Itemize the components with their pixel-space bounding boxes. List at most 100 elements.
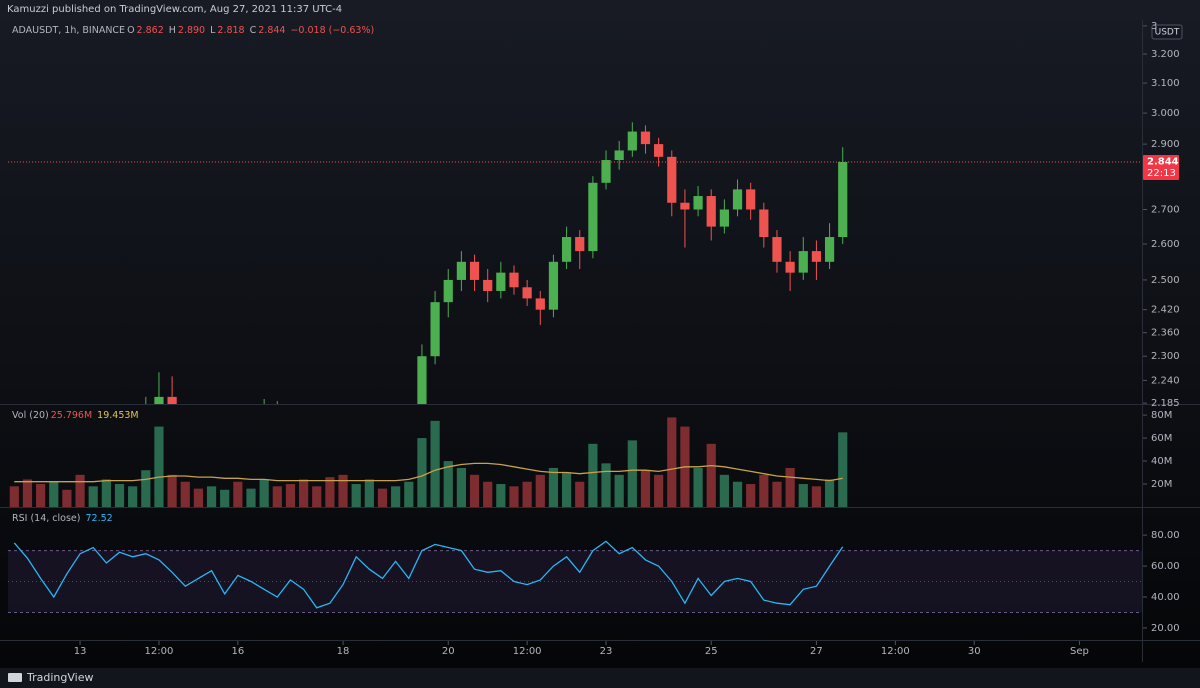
y-tick-label: 80M [1151,410,1172,421]
volume-bar [732,481,743,507]
volume-bar [404,481,414,507]
volume-ma-line [14,462,843,483]
y-tick-label: 20.00 [1151,623,1180,634]
last-price-box [1143,154,1179,180]
candle-body [575,237,585,252]
volume-bar [36,484,46,507]
volume-bar [785,467,795,507]
volume-bar [206,486,217,507]
bar-countdown: 22:13 [1147,168,1176,179]
volume-bar [522,481,532,507]
volume-bar [49,481,59,507]
pane-candlestick [145,122,848,404]
candle-body [693,196,703,210]
last-price-label: 2.844 [1147,156,1179,167]
candle-body [759,209,769,238]
rsi-value: 72.52 [85,513,113,524]
x-tick-label: 23 [600,646,613,657]
pane-bar [9,417,848,507]
volume-bar [614,474,624,507]
volume-bar [588,443,598,507]
y-tick-label: 2.240 [1151,375,1180,386]
volume-bar [75,474,85,507]
volume-bar [114,484,125,507]
volume-bar [377,488,388,507]
rsi-band [8,550,1142,613]
header: Kamuzzi published on TradingView.com, Au… [0,0,1200,20]
candle-body [785,261,795,273]
candle-body [838,161,848,238]
volume-value: 25.796M [50,410,93,421]
publisher-line: Kamuzzi published on TradingView.com, Au… [7,4,343,15]
candle-body [746,189,756,210]
legend-value: 2.890 [177,25,206,36]
y-tick-label: 60M [1151,433,1172,444]
indicator-title: Vol (20) [12,410,49,421]
x-tick-label: 27 [810,646,823,657]
volume-bar [667,417,677,507]
volume-bar [9,486,19,507]
candle-body [469,261,480,280]
volume-bar [391,486,401,507]
volume-bar [325,477,335,507]
volume-bar [746,484,756,507]
candle-body [627,131,637,151]
x-tick-label: 18 [337,646,350,657]
volume-bar [838,432,848,507]
volume-bar [456,467,466,507]
legend-key: O [127,25,135,36]
volume-bar [759,474,769,507]
volume-bar [469,474,480,507]
volume-bar [640,470,651,507]
unit-box [1151,24,1183,40]
candle-body [496,272,506,291]
y-tick-label: 3 [1151,21,1157,32]
volume-bar [561,472,572,507]
chart-background [0,20,1200,668]
y-tick-label: 80.00 [1151,530,1180,541]
volume-bar [193,488,204,507]
y-tick-label: 2.300 [1151,351,1180,362]
candle-body [535,298,545,310]
volume-bar [417,438,427,507]
unit-label: USDT [1155,28,1180,38]
x-tick-label: 12:00 [145,646,174,657]
x-tick-label: 12:00 [513,646,542,657]
volume-bar [272,486,282,507]
candle-body [811,251,822,262]
candle-body [167,396,177,404]
candle-body [640,131,651,145]
legend-value: 2.818 [217,25,245,36]
y-tick-label: 2.700 [1151,205,1180,216]
volume-bar [798,484,808,507]
y-tick-label: 20M [1151,479,1172,490]
volume-bar [575,481,585,507]
y-tick-label: 40M [1151,456,1172,467]
footer: TradingView [0,668,1200,688]
legend-key: C [249,25,257,36]
volume-bar [246,488,256,507]
legend-value: 2.862 [136,25,164,36]
y-tick-label: 2.600 [1151,239,1180,250]
rsi-legend: RSI (14, close) 72.52 [12,513,115,524]
volume-legend: Vol (20) 25.796M 19.453M [12,410,141,421]
volume-bar [351,484,361,507]
y-tick-label: 2.500 [1151,275,1180,286]
volume-bar [693,467,703,507]
candle-body [548,261,559,310]
volume-bar [233,481,243,507]
volume-bar [654,474,664,507]
candle-body [522,287,532,299]
volume-bar [772,481,782,507]
volume-bar [364,479,374,507]
rsi-line [13,540,844,609]
legend-key: H [168,25,176,36]
x-tick-label: 13 [74,646,87,657]
x-tick-label: 12:00 [881,646,910,657]
volume-bar [220,489,230,507]
candle-body [719,209,729,227]
volume-bar [141,470,151,507]
volume-bar [811,486,822,507]
symbol: ADAUSDT, 1h, BINANCE [12,25,126,36]
